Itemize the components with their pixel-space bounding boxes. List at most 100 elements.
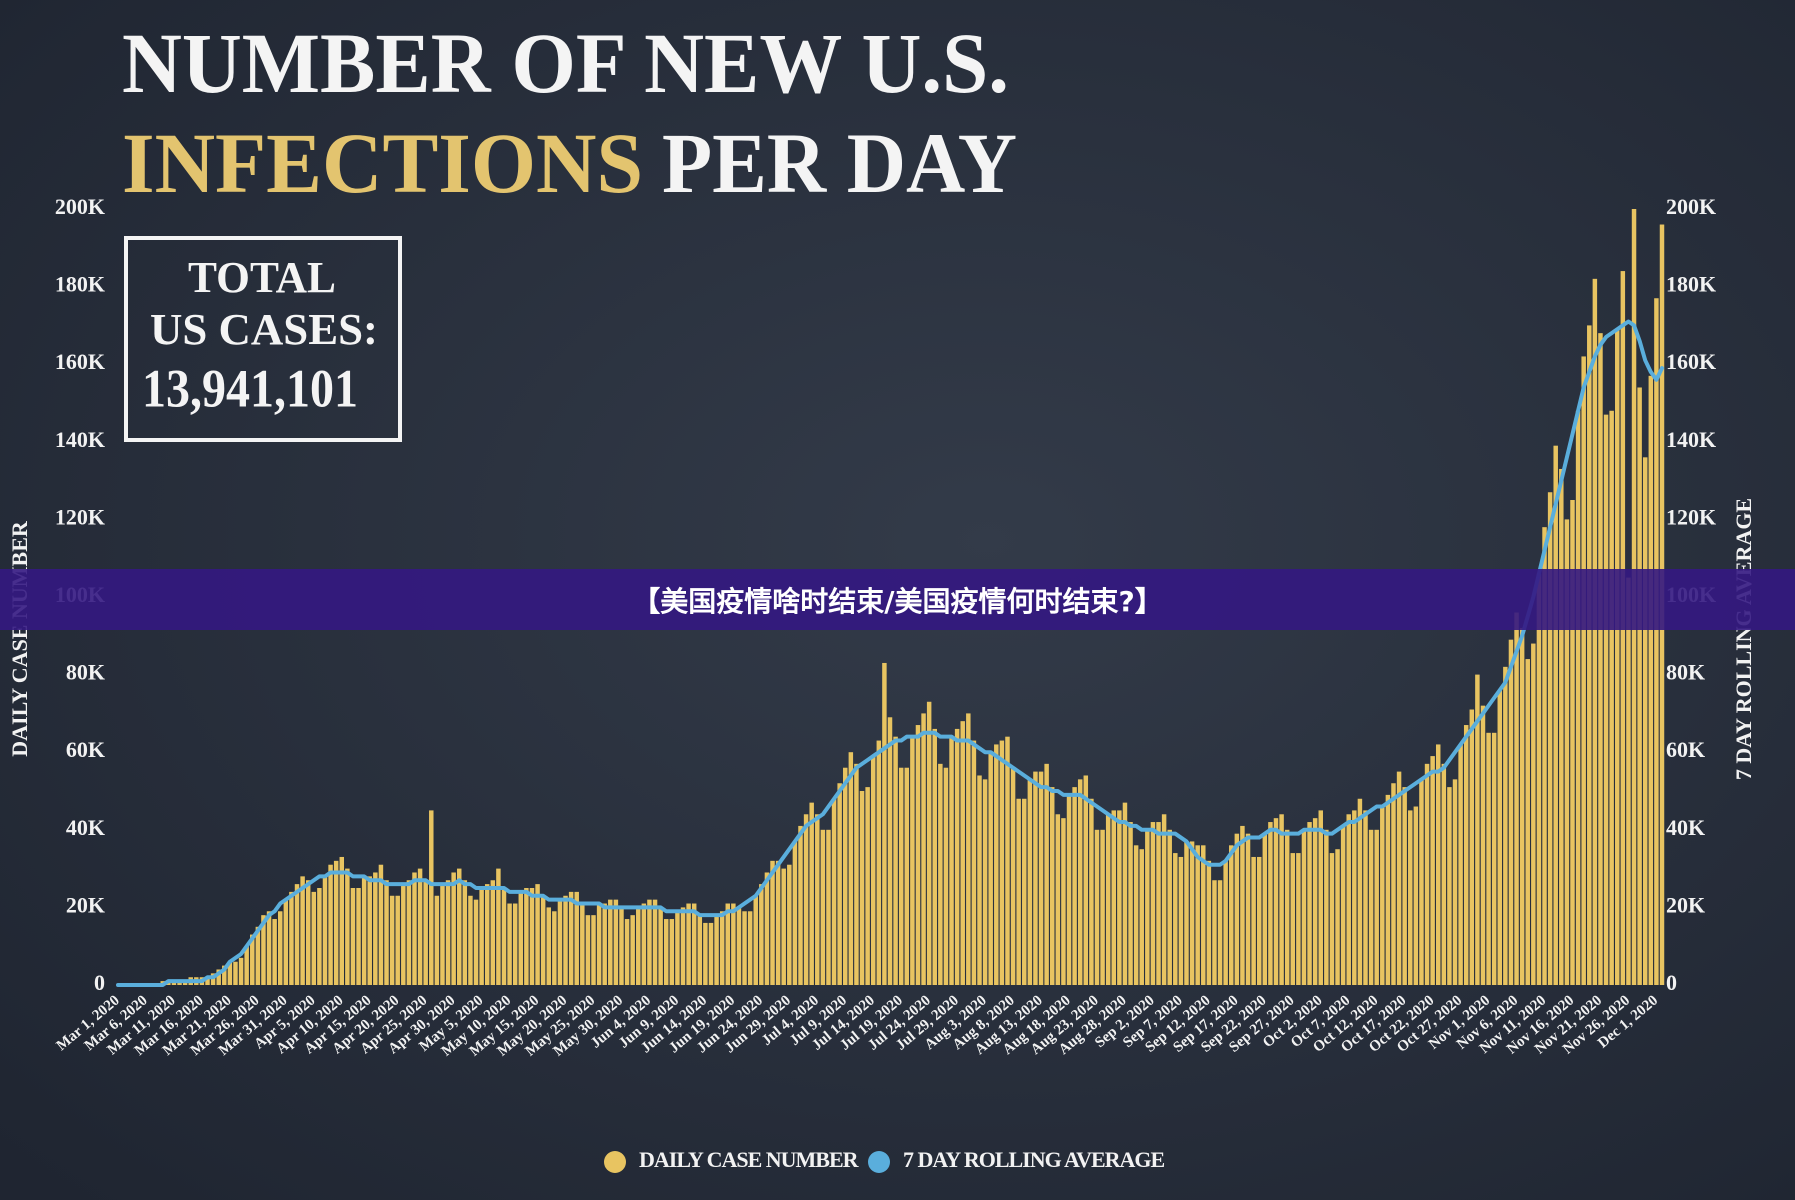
bar bbox=[1570, 500, 1575, 985]
bar bbox=[423, 880, 428, 985]
bar bbox=[1542, 527, 1547, 985]
bar bbox=[563, 895, 568, 985]
bar bbox=[815, 814, 820, 985]
bar bbox=[915, 725, 921, 985]
bar bbox=[624, 919, 630, 985]
bar bbox=[1447, 787, 1452, 985]
y2-tick-label: 40K bbox=[1666, 815, 1705, 840]
bar bbox=[691, 903, 697, 985]
y2-tick-label: 200K bbox=[1666, 194, 1716, 219]
bar bbox=[412, 872, 417, 985]
bar bbox=[445, 880, 451, 985]
bar bbox=[1357, 798, 1363, 985]
bar bbox=[468, 895, 473, 985]
bar bbox=[1089, 798, 1094, 985]
bar bbox=[630, 915, 635, 985]
bar bbox=[719, 911, 725, 985]
bar bbox=[1408, 810, 1413, 985]
bar bbox=[1648, 375, 1654, 986]
bar bbox=[1413, 806, 1419, 985]
title-highlight: INFECTIONS bbox=[122, 115, 643, 211]
bar bbox=[1262, 833, 1268, 985]
bar-series bbox=[160, 209, 1665, 986]
bar bbox=[205, 977, 210, 985]
bar bbox=[1329, 853, 1335, 985]
bar bbox=[1324, 829, 1329, 985]
bar bbox=[1307, 822, 1312, 985]
bar bbox=[484, 884, 490, 985]
bar bbox=[1195, 845, 1200, 985]
bar bbox=[1318, 810, 1323, 985]
bar bbox=[552, 911, 557, 985]
bar bbox=[473, 899, 479, 985]
bar bbox=[1346, 814, 1351, 985]
bar bbox=[960, 721, 965, 985]
bar bbox=[820, 829, 826, 985]
bar bbox=[311, 891, 317, 985]
legend-swatch bbox=[868, 1151, 890, 1173]
bar bbox=[1251, 856, 1256, 985]
bar bbox=[988, 752, 993, 985]
bar bbox=[1027, 779, 1033, 985]
bar bbox=[977, 775, 982, 985]
bar bbox=[1111, 810, 1117, 985]
bar bbox=[266, 911, 272, 985]
bar bbox=[1430, 756, 1435, 985]
bar bbox=[1122, 802, 1128, 985]
bar bbox=[1352, 810, 1357, 985]
bar bbox=[826, 829, 831, 985]
bar bbox=[339, 856, 345, 985]
bar bbox=[641, 903, 647, 985]
bar bbox=[1083, 775, 1089, 985]
bar bbox=[255, 926, 261, 985]
y2-tick-label: 120K bbox=[1666, 504, 1716, 529]
bar bbox=[1587, 325, 1592, 985]
bar bbox=[580, 903, 585, 985]
bar bbox=[1117, 810, 1122, 985]
bar bbox=[462, 880, 468, 985]
bar bbox=[859, 791, 865, 985]
bar bbox=[954, 728, 960, 985]
bar bbox=[222, 965, 227, 985]
bar bbox=[1268, 822, 1273, 985]
bar bbox=[999, 740, 1005, 985]
bar bbox=[1094, 829, 1100, 985]
bar bbox=[708, 922, 714, 985]
bar bbox=[1654, 298, 1659, 985]
y2-tick-label: 80K bbox=[1666, 660, 1705, 685]
bar bbox=[434, 895, 440, 985]
bar bbox=[1402, 787, 1407, 985]
bar bbox=[1581, 356, 1586, 985]
bar bbox=[1391, 783, 1396, 985]
bar bbox=[250, 934, 255, 985]
bar bbox=[1279, 814, 1284, 985]
title-line: NUMBER OF NEW U.S. bbox=[122, 15, 1009, 111]
bar bbox=[1156, 822, 1161, 985]
bar bbox=[367, 876, 372, 985]
bar bbox=[1033, 771, 1038, 985]
bar bbox=[876, 740, 882, 985]
bar bbox=[1273, 818, 1279, 985]
bar bbox=[1077, 779, 1083, 985]
legend-label: DAILY CASE NUMBER bbox=[639, 1147, 860, 1172]
bar bbox=[809, 802, 814, 985]
bar bbox=[798, 825, 803, 985]
bar bbox=[1167, 829, 1172, 985]
bar bbox=[1642, 457, 1648, 985]
bar bbox=[1609, 410, 1614, 985]
bar bbox=[725, 903, 731, 985]
bar bbox=[775, 860, 781, 985]
bar bbox=[759, 884, 764, 985]
bar bbox=[345, 868, 350, 985]
y-tick-label: 40K bbox=[66, 815, 105, 840]
bar bbox=[943, 767, 949, 985]
y2-axis-label: 7 DAY ROLLING AVERAGE bbox=[1731, 498, 1756, 780]
bar bbox=[1184, 841, 1189, 985]
bar bbox=[770, 860, 775, 985]
bar bbox=[557, 899, 563, 985]
bar bbox=[1536, 573, 1542, 985]
bar bbox=[1022, 798, 1027, 985]
bar bbox=[406, 880, 412, 985]
y2-tick-label: 0 bbox=[1666, 970, 1677, 995]
